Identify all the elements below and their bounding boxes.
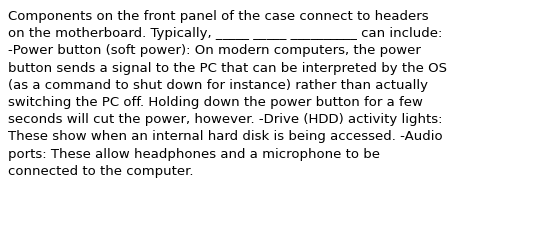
Text: Components on the front panel of the case connect to headers
on the motherboard.: Components on the front panel of the cas… xyxy=(8,10,448,177)
